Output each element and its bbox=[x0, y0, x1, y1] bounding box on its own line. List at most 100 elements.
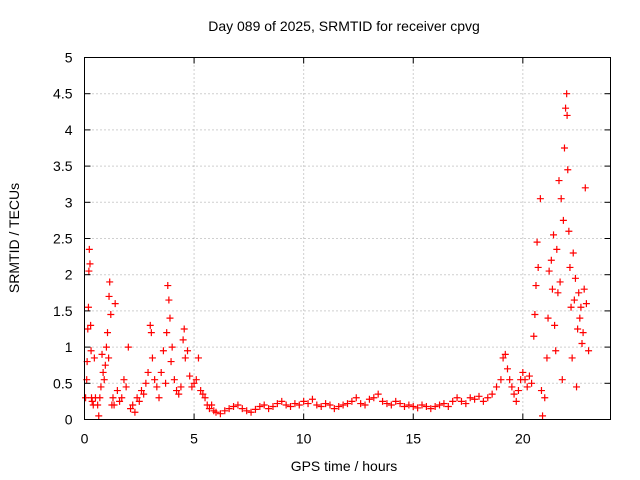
x-tick-label: 15 bbox=[405, 431, 421, 447]
data-point bbox=[118, 394, 126, 402]
data-point bbox=[387, 401, 395, 409]
data-point bbox=[251, 405, 259, 413]
data-point bbox=[523, 383, 531, 391]
data-point bbox=[84, 325, 92, 333]
data-point bbox=[188, 383, 196, 391]
data-point bbox=[109, 394, 117, 402]
data-point bbox=[444, 402, 452, 410]
data-point bbox=[528, 379, 536, 387]
data-point bbox=[107, 311, 115, 319]
data-point bbox=[94, 401, 102, 409]
data-point bbox=[167, 358, 175, 366]
data-point bbox=[201, 394, 209, 402]
y-axis-label: SRMTID / TECUs bbox=[6, 183, 22, 293]
data-point bbox=[541, 394, 549, 402]
data-point bbox=[536, 195, 544, 203]
data-point bbox=[159, 347, 167, 355]
data-point bbox=[243, 407, 251, 415]
data-point bbox=[525, 372, 533, 380]
y-tick-label: 2.5 bbox=[53, 231, 73, 247]
data-point bbox=[533, 238, 541, 246]
data-point bbox=[575, 289, 583, 297]
data-point bbox=[534, 263, 542, 271]
data-point bbox=[104, 329, 112, 337]
data-point bbox=[532, 282, 540, 290]
data-point bbox=[506, 376, 514, 384]
data-point bbox=[576, 314, 584, 322]
data-point bbox=[484, 394, 492, 402]
data-point bbox=[568, 354, 576, 362]
data-point bbox=[120, 376, 128, 384]
data-point bbox=[184, 347, 192, 355]
data-point bbox=[475, 392, 483, 400]
data-point bbox=[87, 347, 95, 355]
data-point bbox=[414, 404, 422, 412]
data-point bbox=[173, 387, 181, 395]
data-point bbox=[181, 354, 189, 362]
data-point bbox=[453, 394, 461, 402]
data-point bbox=[129, 401, 137, 409]
data-point bbox=[348, 397, 356, 405]
data-point bbox=[563, 90, 571, 98]
data-point bbox=[190, 379, 198, 387]
y-tick-label: 0.5 bbox=[53, 375, 73, 391]
data-point bbox=[124, 343, 132, 351]
data-point bbox=[379, 397, 387, 405]
data-point bbox=[551, 321, 559, 329]
x-tick-label: 5 bbox=[190, 431, 198, 447]
data-point bbox=[148, 354, 156, 362]
data-point bbox=[85, 267, 93, 275]
data-point bbox=[153, 383, 161, 391]
data-point bbox=[144, 368, 152, 376]
data-point bbox=[322, 400, 330, 408]
data-point bbox=[87, 321, 95, 329]
data-point bbox=[133, 394, 141, 402]
data-point bbox=[105, 292, 113, 300]
data-point bbox=[582, 300, 590, 308]
data-point bbox=[574, 325, 582, 333]
data-point bbox=[205, 405, 213, 413]
data-point bbox=[501, 350, 509, 358]
data-point bbox=[85, 245, 93, 253]
data-point bbox=[396, 400, 404, 408]
data-point bbox=[547, 256, 555, 264]
data-point bbox=[308, 395, 316, 403]
data-point bbox=[282, 401, 290, 409]
data-point bbox=[127, 405, 135, 413]
y-tick-label: 1.5 bbox=[53, 303, 73, 319]
data-point bbox=[499, 354, 507, 362]
data-point bbox=[99, 368, 107, 376]
data-point bbox=[90, 354, 98, 362]
data-point bbox=[317, 402, 325, 410]
data-point bbox=[192, 376, 200, 384]
data-point bbox=[151, 376, 159, 384]
data-point bbox=[221, 407, 229, 415]
data-point bbox=[82, 394, 90, 402]
data-point bbox=[479, 397, 487, 405]
data-point bbox=[177, 383, 185, 391]
data-point bbox=[116, 397, 124, 405]
y-tick-label: 0 bbox=[65, 412, 73, 428]
data-points-layer bbox=[82, 90, 593, 420]
data-point bbox=[543, 354, 551, 362]
data-point bbox=[567, 303, 575, 311]
data-point bbox=[557, 195, 565, 203]
data-point bbox=[392, 397, 400, 405]
x-tick-label: 10 bbox=[296, 431, 312, 447]
data-point bbox=[137, 387, 145, 395]
data-point bbox=[165, 296, 173, 304]
data-point bbox=[304, 400, 312, 408]
data-point bbox=[370, 394, 378, 402]
data-point bbox=[559, 216, 567, 224]
data-point bbox=[142, 379, 150, 387]
data-point bbox=[514, 387, 522, 395]
data-point bbox=[291, 400, 299, 408]
y-tick-label: 5 bbox=[65, 50, 73, 66]
data-point bbox=[471, 395, 479, 403]
data-point bbox=[566, 263, 574, 271]
data-point bbox=[556, 278, 564, 286]
data-point bbox=[361, 401, 369, 409]
data-point bbox=[335, 402, 343, 410]
y-tick-label: 3.5 bbox=[53, 158, 73, 174]
